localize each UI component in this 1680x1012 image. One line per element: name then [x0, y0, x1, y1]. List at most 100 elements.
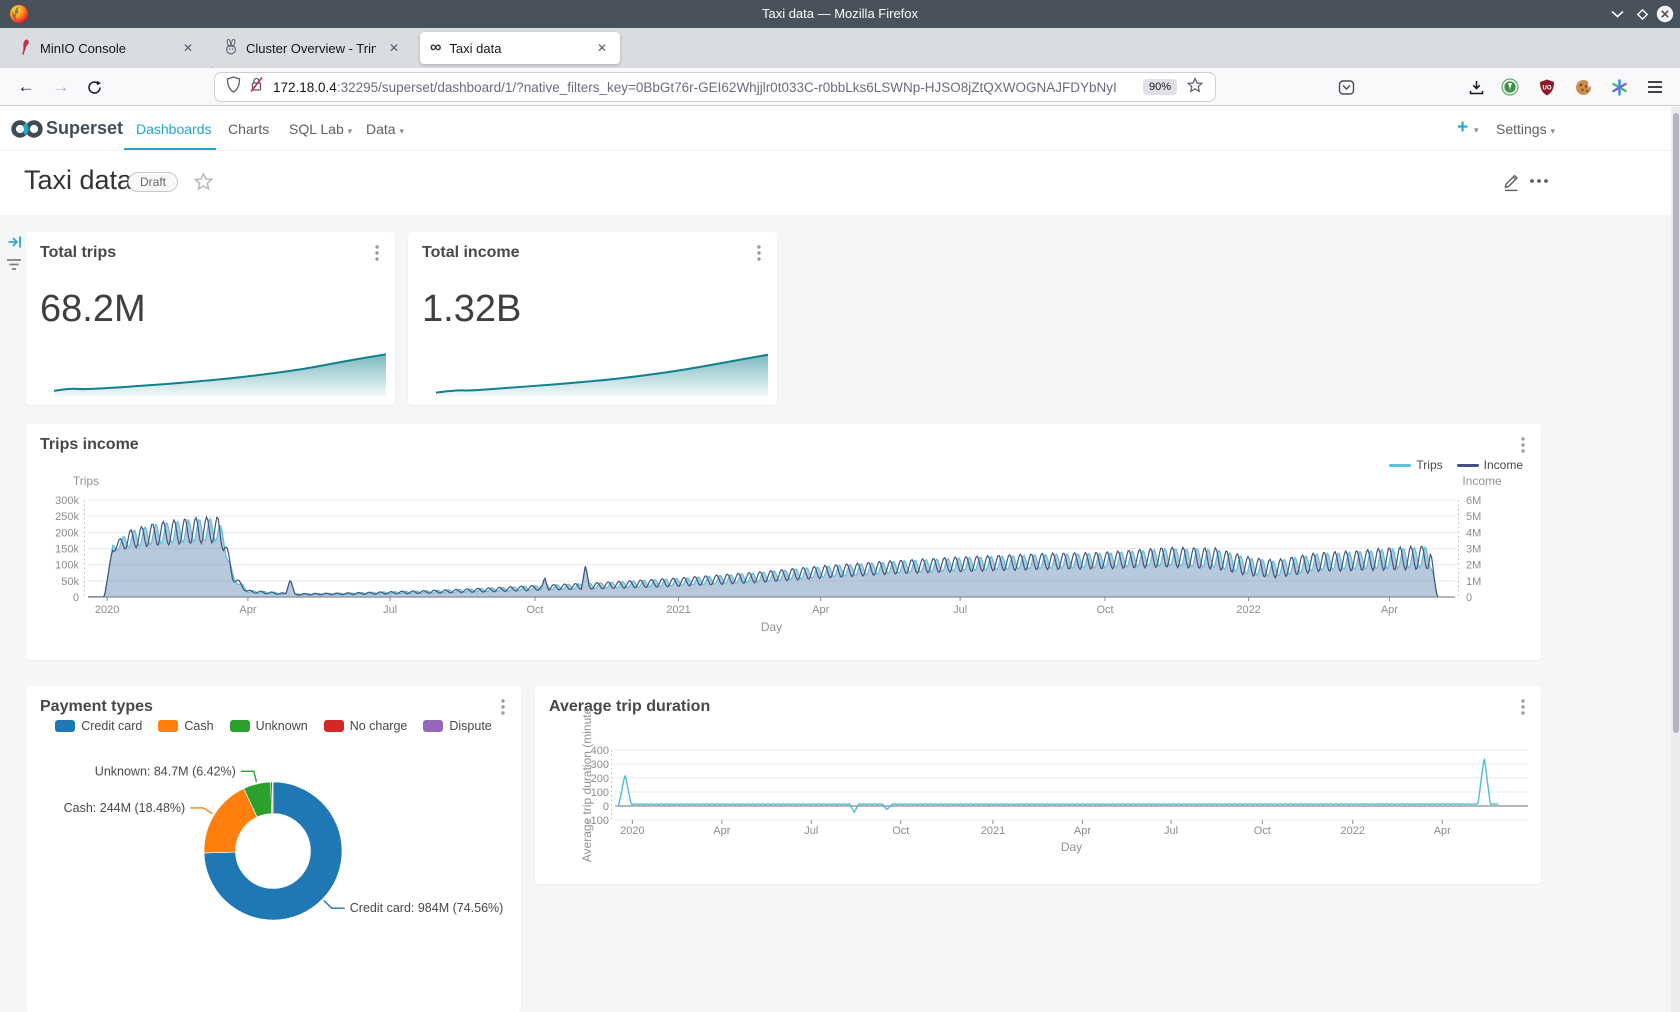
- tab-label: Taxi data: [449, 41, 584, 56]
- tab-close-icon[interactable]: ✕: [384, 38, 404, 58]
- url-path: :32295/superset/dashboard/1/?native_filt…: [337, 80, 1117, 95]
- chart-card-payment-types: Payment types Credit cardCashUnknownNo c…: [26, 686, 521, 1012]
- reload-button[interactable]: [80, 75, 108, 99]
- window-maximize-button[interactable]: [1631, 4, 1653, 24]
- dashboard-more-menu-icon[interactable]: [1528, 169, 1550, 193]
- svg-text:Jul: Jul: [804, 825, 818, 837]
- superset-logo-icon[interactable]: [11, 118, 43, 145]
- kpi-card-total-trips: Total trips 68.2M: [26, 232, 395, 405]
- svg-text:4M: 4M: [1466, 527, 1481, 539]
- svg-text:Apr: Apr: [1381, 604, 1398, 616]
- chevron-down-icon: ▾: [1550, 126, 1555, 136]
- window-title: Taxi data — Mozilla Firefox: [0, 6, 1680, 21]
- svg-text:2020: 2020: [620, 825, 644, 837]
- tab-close-icon[interactable]: ✕: [592, 38, 612, 58]
- status-badge: Draft: [128, 172, 178, 192]
- kpi-card-total-income: Total income 1.32B: [408, 232, 777, 405]
- svg-text:Oct: Oct: [1096, 604, 1113, 616]
- svg-text:Income: Income: [1462, 474, 1502, 488]
- svg-text:Apr: Apr: [239, 604, 256, 616]
- svg-text:Apr: Apr: [1074, 825, 1091, 837]
- zoom-level-badge[interactable]: 90%: [1143, 79, 1177, 95]
- trips-income-chart[interactable]: 300k250k200k150k100k50k06M5M4M3M2M1M0202…: [26, 424, 1541, 660]
- svg-text:300k: 300k: [55, 495, 79, 507]
- chevron-down-icon: ▾: [348, 126, 353, 136]
- window-close-button[interactable]: [1654, 4, 1676, 24]
- edit-dashboard-pencil-icon[interactable]: [1499, 169, 1521, 193]
- svg-text:2020: 2020: [95, 604, 119, 616]
- chart-card-trips-income: Trips income TripsIncome 300k250k200k150…: [26, 424, 1541, 660]
- svg-text:Jul: Jul: [383, 604, 397, 616]
- forward-button[interactable]: →: [47, 75, 75, 99]
- svg-text:100k: 100k: [55, 560, 79, 572]
- svg-text:2021: 2021: [981, 825, 1005, 837]
- settings-menu[interactable]: Settings ▾: [1496, 121, 1555, 137]
- tab-taxi-data[interactable]: ∞ Taxi data ✕: [420, 32, 620, 64]
- superset-brand[interactable]: Superset: [46, 118, 123, 139]
- page-scrollbar[interactable]: [1671, 107, 1680, 1012]
- scrollbar-thumb[interactable]: [1673, 113, 1679, 733]
- superset-navbar: Superset Dashboards Charts SQL Lab ▾ Dat…: [0, 106, 1680, 151]
- card-menu-kebab-icon[interactable]: [751, 244, 767, 262]
- lock-insecure-icon[interactable]: [249, 76, 264, 98]
- svg-text:2022: 2022: [1236, 604, 1260, 616]
- expand-filter-bar-icon[interactable]: [7, 234, 25, 252]
- nav-charts[interactable]: Charts: [228, 121, 269, 137]
- svg-text:6M: 6M: [1466, 495, 1481, 507]
- bookmark-star-icon[interactable]: [1187, 77, 1203, 98]
- tab-label: MinIO Console: [40, 41, 170, 56]
- svg-text:50k: 50k: [61, 576, 79, 588]
- svg-text:Apr: Apr: [713, 825, 730, 837]
- page-title: Taxi data: [24, 165, 132, 196]
- new-item-button[interactable]: +: [1457, 117, 1468, 139]
- back-button[interactable]: ←: [12, 75, 40, 99]
- chevron-down-icon: ▾: [1474, 125, 1479, 136]
- favorite-star-icon[interactable]: [194, 172, 213, 196]
- svg-text:Day: Day: [761, 620, 782, 634]
- card-menu-kebab-icon[interactable]: [369, 244, 385, 262]
- svg-text:Oct: Oct: [892, 825, 909, 837]
- filter-icon[interactable]: [6, 257, 24, 275]
- kpi-value: 68.2M: [40, 288, 146, 331]
- window-minimize-button[interactable]: [1606, 4, 1628, 24]
- ublock-origin-icon[interactable]: UO: [1538, 78, 1556, 96]
- window-titlebar: Taxi data — Mozilla Firefox: [0, 0, 1680, 28]
- url-bar[interactable]: 172.18.0.4:32295/superset/dashboard/1/?n…: [215, 73, 1215, 101]
- svg-text:Unknown: 84.7M (6.42%): Unknown: 84.7M (6.42%): [95, 764, 236, 778]
- svg-text:2M: 2M: [1466, 560, 1481, 572]
- svg-text:0: 0: [603, 801, 609, 813]
- tab-trino[interactable]: Cluster Overview - Trino ✕: [214, 32, 412, 64]
- nav-dashboards[interactable]: Dashboards: [136, 121, 212, 137]
- svg-text:150k: 150k: [55, 544, 79, 556]
- svg-text:Cash: 244M (18.48%): Cash: 244M (18.48%): [64, 801, 186, 815]
- active-nav-underline: [124, 148, 216, 150]
- hamburger-menu-icon[interactable]: [1646, 78, 1664, 96]
- kpi-value: 1.32B: [422, 288, 521, 331]
- shield-icon[interactable]: [226, 76, 241, 98]
- tab-minio-console[interactable]: MinIO Console ✕: [8, 32, 206, 64]
- payment-types-donut-chart[interactable]: Credit card: 984M (74.56%)Cash: 244M (18…: [26, 686, 521, 1012]
- minio-flamingo-icon: [18, 39, 32, 58]
- pocket-icon[interactable]: [1337, 78, 1355, 96]
- svg-text:Apr: Apr: [1434, 825, 1451, 837]
- privacy-extension-icon[interactable]: [1501, 78, 1519, 96]
- superset-favicon-infinity-icon: ∞: [430, 43, 441, 53]
- nav-data[interactable]: Data ▾: [366, 121, 404, 137]
- multicolor-asterisk-icon[interactable]: [1610, 78, 1628, 96]
- dashboard-header: Taxi data Draft: [0, 151, 1680, 215]
- nav-sql-lab[interactable]: SQL Lab ▾: [289, 121, 352, 137]
- avg-trip-duration-chart[interactable]: 4003002001000-1002020AprJulOct2021AprJul…: [535, 686, 1541, 884]
- svg-text:Day: Day: [1061, 840, 1082, 854]
- svg-text:Apr: Apr: [812, 604, 829, 616]
- card-title: Total trips: [40, 244, 116, 262]
- card-title: Total income: [422, 244, 520, 262]
- cookie-icon[interactable]: [1574, 78, 1592, 96]
- kpi-sparkline: [54, 353, 386, 397]
- svg-text:Jul: Jul: [953, 604, 967, 616]
- svg-text:250k: 250k: [55, 511, 79, 523]
- firefox-window: Taxi data — Mozilla Firefox MinIO Consol…: [0, 0, 1680, 1012]
- svg-text:Average trip duration (minute: Average trip duration (minute: [580, 707, 594, 862]
- tab-close-icon[interactable]: ✕: [178, 38, 198, 58]
- downloads-icon[interactable]: [1467, 78, 1485, 96]
- url-text[interactable]: 172.18.0.4:32295/superset/dashboard/1/?n…: [273, 80, 1143, 95]
